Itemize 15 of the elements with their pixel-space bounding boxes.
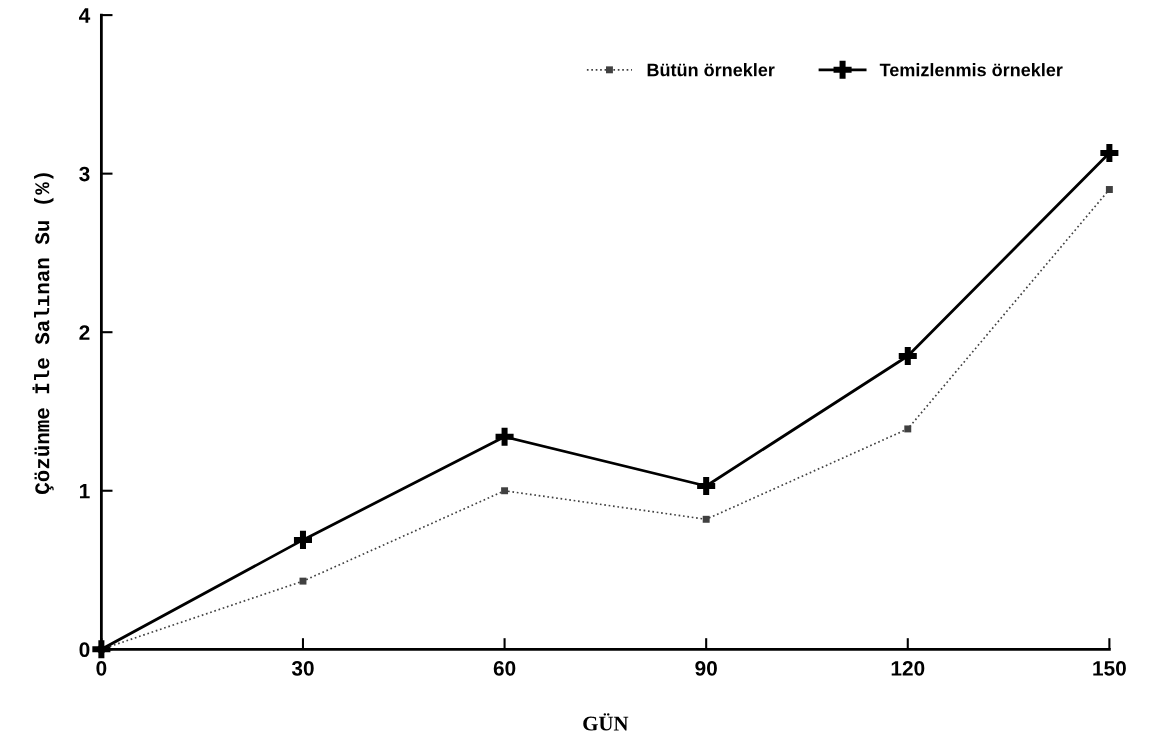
x-tick-label: 150 — [1093, 660, 1126, 676]
x-tick-label: 0 — [96, 660, 107, 676]
legend-label: Temizlenmis örnekler — [879, 63, 1063, 77]
y-tick-label: 0 — [79, 642, 90, 658]
x-tick-label: 60 — [493, 660, 516, 676]
x-axis-title: GÜN — [583, 713, 629, 731]
y-axis-title: Çözünme İle Salınan Su (%) — [32, 173, 54, 494]
y-tick-label: 2 — [79, 325, 90, 340]
y-tick-label: 4 — [79, 8, 91, 23]
x-tick-label: 120 — [891, 660, 925, 676]
y-tick-label: 3 — [79, 166, 90, 182]
x-tick-label: 90 — [695, 660, 717, 676]
y-tick-label: 1 — [79, 483, 90, 499]
legend-label: Bütün örnekler — [647, 63, 775, 77]
x-tick-label: 30 — [291, 660, 314, 676]
